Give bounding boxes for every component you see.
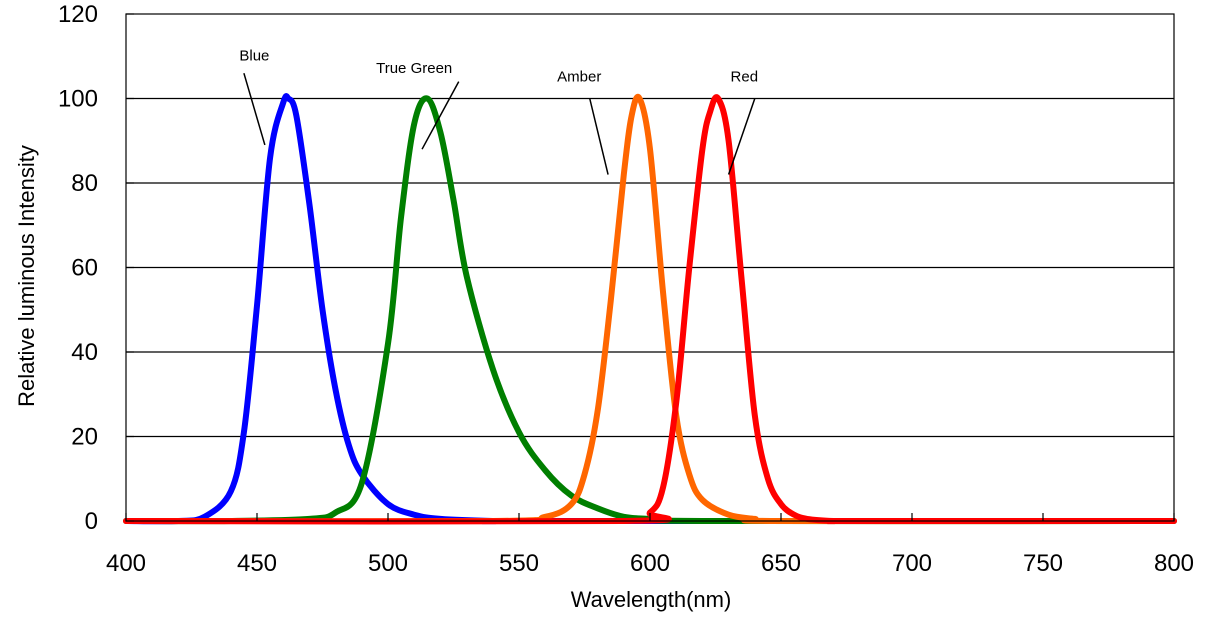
annotation-leader-amber	[589, 98, 609, 175]
y-tick-label-0: 0	[85, 508, 98, 535]
axes	[125, 13, 1175, 522]
annotation-leader-true-green	[421, 81, 460, 150]
y-tick-label-40: 40	[71, 339, 98, 366]
y-tick-label-20: 20	[71, 424, 98, 451]
x-tick-label-450: 450	[237, 550, 277, 577]
x-tick-label-550: 550	[499, 550, 539, 577]
x-tick-label-600: 600	[630, 550, 670, 577]
series-annotations: Blue True Green Amber Red	[239, 47, 759, 175]
annotation-leader-blue	[243, 72, 266, 146]
x-tick-label-400: 400	[106, 550, 146, 577]
tick-labels: 400 450 500 550 600 650 700 750 800 0 20 40 60 80 100 1…	[58, 1, 1194, 577]
x-tick-label-800: 800	[1154, 550, 1194, 577]
x-tick-label-650: 650	[761, 550, 801, 577]
y-tick-label-80: 80	[71, 170, 98, 197]
gridlines	[126, 97, 1174, 438]
y-tick-label-120: 120	[58, 1, 98, 28]
series-lines	[123, 93, 1177, 525]
annotation-label-blue: Blue	[239, 47, 269, 64]
y-axis-title: Relative luminous Intensity	[14, 145, 39, 407]
x-tick-label-700: 700	[892, 550, 932, 577]
y-tick-label-60: 60	[71, 255, 98, 282]
annotation-leader-red	[727, 98, 756, 175]
annotation-label-amber: Amber	[557, 69, 601, 86]
annotation-label-red: Red	[731, 69, 759, 86]
y-tick-label-100: 100	[58, 86, 98, 113]
x-tick-label-500: 500	[368, 550, 408, 577]
annotation-label-true-green: True Green	[376, 60, 452, 77]
x-tick-label-750: 750	[1023, 550, 1063, 577]
series-line-amber	[123, 93, 1177, 525]
x-axis-title: Wavelength(nm)	[571, 587, 732, 612]
